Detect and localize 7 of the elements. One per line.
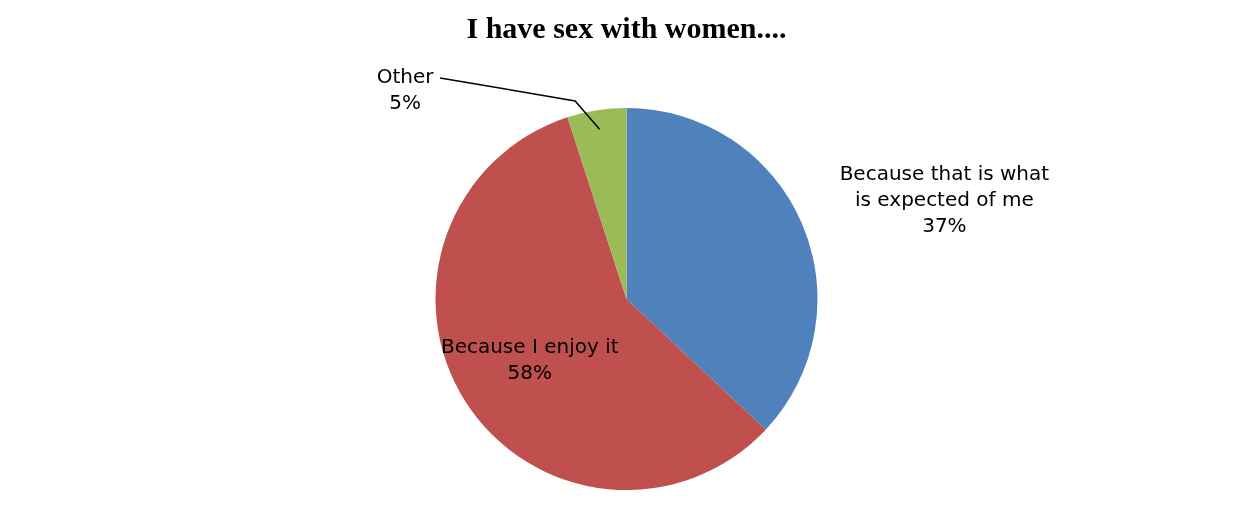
data-label: 37% xyxy=(922,212,967,237)
slice-label: Because I enjoy it xyxy=(440,333,619,358)
slice-label: Because that is what is expected of me xyxy=(839,160,1050,211)
data-label: 58% xyxy=(507,359,552,384)
chart-title: I have sex with women.... xyxy=(466,10,787,44)
data-label: 5% xyxy=(389,90,421,115)
slice-label: Other xyxy=(376,64,435,89)
